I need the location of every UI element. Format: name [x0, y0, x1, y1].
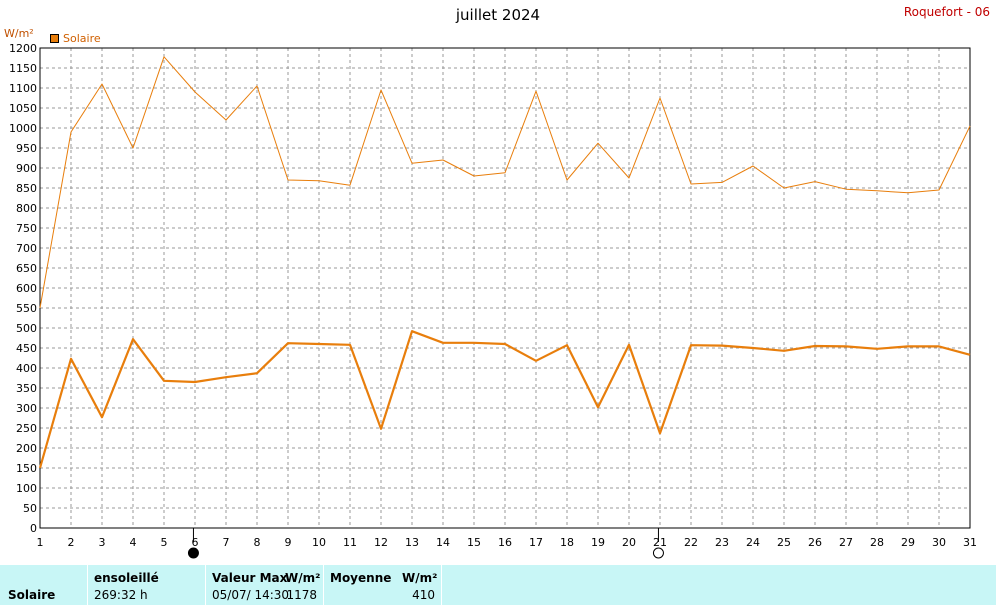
x-tick-label: 23	[715, 536, 729, 549]
station-name: Roquefort - 06	[903, 5, 990, 19]
moon-phases	[187, 528, 664, 559]
x-tick-label: 25	[777, 536, 791, 549]
x-tick-label: 11	[343, 536, 357, 549]
footer-row-label: Solaire	[8, 588, 56, 602]
x-tick-label: 9	[285, 536, 292, 549]
x-tick-label: 18	[560, 536, 574, 549]
chart-title: juillet 2024	[455, 6, 541, 24]
mean-header: Moyenne	[330, 571, 392, 585]
x-tick-label: 4	[130, 536, 137, 549]
x-tick-label: 13	[405, 536, 419, 549]
y-tick-label: 650	[16, 262, 37, 275]
x-tick-label: 10	[312, 536, 326, 549]
mean-value: 410	[412, 588, 435, 602]
x-tick-label: 20	[622, 536, 636, 549]
max-value: 1178	[286, 588, 317, 602]
x-tick-label: 27	[839, 536, 853, 549]
sunshine-cell: ensoleillé 269:32 h	[88, 565, 206, 605]
legend: Solaire	[50, 32, 101, 45]
y-tick-label: 800	[16, 202, 37, 215]
x-tick-label: 28	[870, 536, 884, 549]
sunshine-header: ensoleillé	[94, 571, 159, 585]
new-moon-icon	[187, 547, 199, 559]
y-tick-label: 750	[16, 222, 37, 235]
mean-cell: Moyenne W/m² 410	[324, 565, 442, 605]
y-tick-label: 50	[23, 502, 37, 515]
x-tick-label: 2	[68, 536, 75, 549]
y-tick-label: 150	[16, 462, 37, 475]
x-tick-label: 17	[529, 536, 543, 549]
x-tick-label: 1	[37, 536, 44, 549]
legend-label: Solaire	[63, 32, 101, 45]
series-line-solaire-max	[39, 56, 971, 309]
mean-unit: W/m²	[402, 571, 438, 585]
y-tick-label: 1000	[9, 122, 37, 135]
y-tick-label: 700	[16, 242, 37, 255]
x-tick-label: 3	[99, 536, 106, 549]
grid	[40, 48, 970, 528]
x-axis: 1 2 3 4 5 6 7 8 9 10 11 12 13 14 15 16 17 18 19 20 21 22 23 24 2…	[37, 536, 978, 549]
x-tick-label: 7	[223, 536, 230, 549]
max-header: Valeur Max	[212, 571, 288, 585]
y-tick-label: 300	[16, 402, 37, 415]
x-tick-label: 12	[374, 536, 388, 549]
x-tick-label: 26	[808, 536, 822, 549]
y-tick-label: 600	[16, 282, 37, 295]
y-tick-label: 400	[16, 362, 37, 375]
y-tick-label: 950	[16, 142, 37, 155]
y-tick-label: 250	[16, 422, 37, 435]
y-tick-label: 350	[16, 382, 37, 395]
y-tick-label: 900	[16, 162, 37, 175]
footer-row-label-cell: Solaire	[0, 565, 88, 605]
x-tick-label: 22	[684, 536, 698, 549]
x-tick-label: 21	[653, 536, 667, 549]
max-unit: W/m²	[285, 571, 321, 585]
x-tick-label: 31	[963, 536, 977, 549]
y-tick-label: 850	[16, 182, 37, 195]
y-tick-label: 0	[30, 522, 37, 535]
plot-area	[39, 47, 971, 529]
x-tick-label: 5	[161, 536, 168, 549]
x-tick-label: 16	[498, 536, 512, 549]
y-tick-label: 100	[16, 482, 37, 495]
x-tick-label: 8	[254, 536, 261, 549]
legend-swatch	[50, 34, 59, 43]
full-moon-icon	[652, 547, 664, 559]
x-tick-label: 29	[901, 536, 915, 549]
max-date: 05/07/ 14:30	[212, 588, 290, 602]
x-tick-label: 6	[192, 536, 199, 549]
x-tick-label: 19	[591, 536, 605, 549]
y-tick-label: 450	[16, 342, 37, 355]
x-tick-label: 14	[436, 536, 450, 549]
y-tick-label: 1200	[9, 42, 37, 55]
y-tick-label: 550	[16, 302, 37, 315]
sunshine-value: 269:32 h	[94, 588, 148, 602]
y-axis: 0 50 100 150 200 250 300 350 400 450 500 550 600 650 7…	[9, 42, 37, 535]
max-cell: Valeur Max W/m² 05/07/ 14:30 1178	[206, 565, 324, 605]
y-tick-label: 1150	[9, 62, 37, 75]
x-tick-label: 15	[467, 536, 481, 549]
y-tick-label: 500	[16, 322, 37, 335]
series	[38, 56, 971, 469]
summary-footer: Solaire ensoleillé 269:32 h Valeur Max W…	[0, 565, 996, 605]
y-axis-unit: W/m²	[4, 27, 34, 40]
y-tick-label: 200	[16, 442, 37, 455]
x-tick-label: 30	[932, 536, 946, 549]
x-tick-label: 24	[746, 536, 760, 549]
y-tick-label: 1100	[9, 82, 37, 95]
y-tick-label: 1050	[9, 102, 37, 115]
solar-chart: 0 50 100 150 200 250 300 350 400 450 500 550 600 650 7…	[9, 42, 978, 559]
series-line-solaire	[38, 330, 971, 469]
